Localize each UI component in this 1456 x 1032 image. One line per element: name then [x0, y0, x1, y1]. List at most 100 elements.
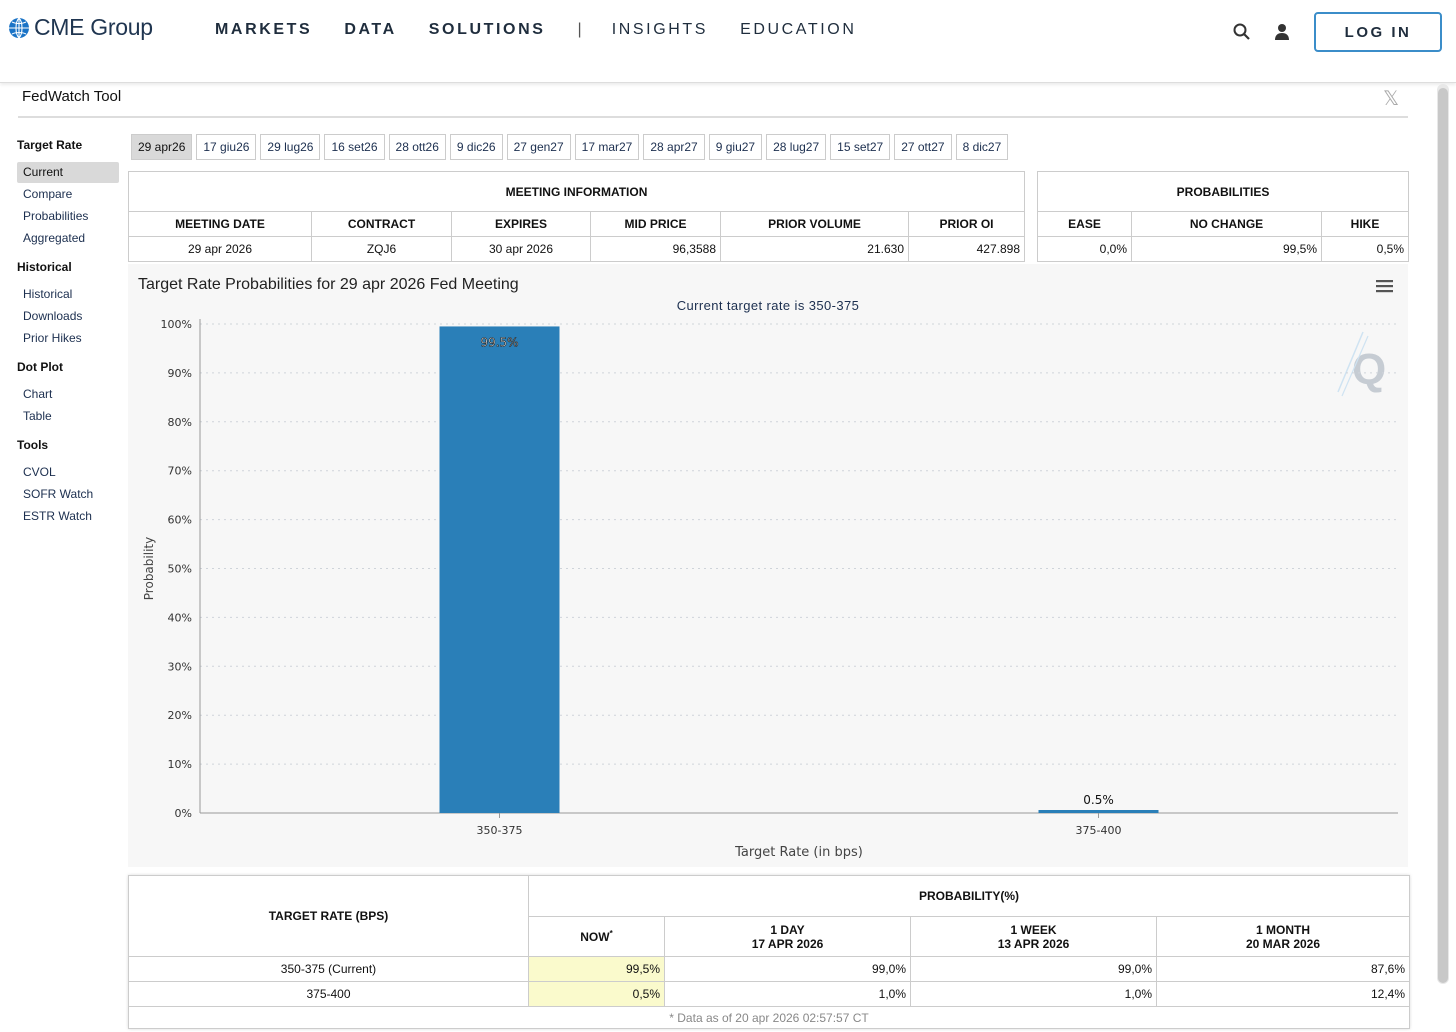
- sidebar-heading-tools: Tools: [17, 438, 49, 452]
- tab-meeting-date[interactable]: 17 giu26: [196, 134, 257, 160]
- col-1-week: 1 WEEK 13 APR 2026: [910, 916, 1157, 957]
- now-cell: 0,5%: [528, 981, 665, 1007]
- table-row: 375-400 0,5% 1,0% 1,0% 12,4%: [128, 981, 1410, 1007]
- tab-meeting-date[interactable]: 17 mar27: [574, 134, 640, 160]
- x-tick-label: 350-375: [477, 824, 523, 837]
- target-rate-chart: Target Rate Probabilities for 29 apr 202…: [128, 264, 1408, 867]
- hamburger-menu-icon[interactable]: [1376, 278, 1394, 294]
- sidebar-item-downloads[interactable]: Downloads: [23, 309, 83, 323]
- y-tick-label: 40%: [168, 611, 192, 624]
- quikstrike-watermark-icon: Q: [1337, 331, 1386, 397]
- sidebar-item-estr-watch[interactable]: ESTR Watch: [23, 509, 92, 523]
- cme-logo[interactable]: CME Group: [8, 14, 153, 41]
- page-title: FedWatch Tool: [22, 88, 122, 105]
- login-button[interactable]: LOG IN: [1314, 12, 1442, 52]
- header-icons: [1232, 22, 1292, 42]
- nav-data[interactable]: DATA: [344, 21, 397, 38]
- col-no-change: NO CHANGE: [1131, 211, 1322, 237]
- meeting-date-tabs: 29 apr26 17 giu26 29 lug26 16 set26 28 o…: [131, 134, 1009, 160]
- target-rate-probability-table: TARGET RATE (BPS) PROBABILITY(%) NOW* 1 …: [128, 875, 1410, 1029]
- y-tick-label: 0%: [175, 807, 192, 820]
- nav-markets[interactable]: MARKETS: [215, 21, 313, 38]
- table-row: 350-375 (Current) 99,5% 99,0% 99,0% 87,6…: [128, 956, 1410, 982]
- col-expires: EXPIRES: [451, 211, 591, 237]
- one-day-cell: 99,0%: [664, 956, 911, 982]
- meeting-date-value: 29 apr 2026: [128, 236, 312, 262]
- nav-solutions[interactable]: SOLUTIONS: [428, 21, 546, 38]
- col-meeting-date: MEETING DATE: [128, 211, 312, 237]
- tab-meeting-date[interactable]: 8 dic27: [955, 134, 1009, 160]
- tab-meeting-date[interactable]: 9 dic26: [449, 134, 503, 160]
- sidebar-item-chart[interactable]: Chart: [23, 387, 53, 401]
- hike-value: 0,5%: [1321, 236, 1409, 262]
- prior-oi-value: 427.898: [908, 236, 1025, 262]
- nav-education[interactable]: EDUCATION: [740, 21, 857, 38]
- col-hike: HIKE: [1321, 211, 1409, 237]
- y-tick-label: 20%: [168, 709, 192, 722]
- col-1-day: 1 DAY 17 APR 2026: [664, 916, 911, 957]
- sidebar-item-probabilities[interactable]: Probabilities: [23, 209, 89, 223]
- sidebar-item-table[interactable]: Table: [23, 409, 52, 423]
- tab-meeting-date[interactable]: 29 apr26: [131, 134, 193, 160]
- sidebar-item-sofr-watch[interactable]: SOFR Watch: [23, 487, 94, 501]
- col-ease: EASE: [1037, 211, 1132, 237]
- prior-volume-value: 21.630: [720, 236, 909, 262]
- svg-text:Q: Q: [1352, 345, 1386, 394]
- contract-value: ZQJ6: [311, 236, 452, 262]
- nav-separator: |: [577, 21, 582, 38]
- sidebar-item-compare[interactable]: Compare: [23, 187, 73, 201]
- data-timestamp-footnote: * Data as of 20 apr 2026 02:57:57 CT: [128, 1006, 1410, 1029]
- col-prior-volume: PRIOR VOLUME: [720, 211, 909, 237]
- probabilities-caption: PROBABILITIES: [1037, 171, 1409, 212]
- tab-meeting-date[interactable]: 29 lug26: [260, 134, 321, 160]
- x-logo-icon[interactable]: 𝕏: [1383, 88, 1400, 110]
- one-week-cell: 99,0%: [910, 956, 1157, 982]
- col-now-label: NOW: [580, 930, 610, 944]
- x-axis-title: Target Rate (in bps): [734, 845, 863, 860]
- sidebar-heading-dot-plot: Dot Plot: [17, 360, 63, 374]
- tab-meeting-date[interactable]: 28 ott26: [388, 134, 446, 160]
- sidebar-item-current[interactable]: Current: [17, 162, 119, 183]
- data-label: 99.5%: [480, 335, 518, 349]
- col-1-month: 1 MONTH 20 MAR 2026: [1156, 916, 1410, 957]
- col-1-day-label: 1 DAY: [770, 922, 805, 937]
- col-prior-oi: PRIOR OI: [908, 211, 1025, 237]
- col-1-month-date: 20 MAR 2026: [1245, 936, 1321, 951]
- tab-meeting-date[interactable]: 28 apr27: [643, 134, 705, 160]
- col-1-month-label: 1 MONTH: [1256, 922, 1310, 937]
- bar-375-400[interactable]: [1038, 810, 1159, 813]
- sidebar-item-aggregated[interactable]: Aggregated: [23, 231, 86, 245]
- now-cell: 99,5%: [528, 956, 665, 982]
- expires-value: 30 apr 2026: [451, 236, 591, 262]
- y-tick-label: 90%: [168, 367, 192, 380]
- sidebar-item-historical[interactable]: Historical: [23, 287, 73, 301]
- logo-text: CME Group: [34, 14, 153, 40]
- probabilities-table: PROBABILITIES EASE NO CHANGE HIKE 0,0% 9…: [1037, 171, 1409, 262]
- top-navigation: CME Group MARKETS DATA SOLUTIONS | INSIG…: [0, 0, 1456, 83]
- mid-price-value: 96,3588: [590, 236, 721, 262]
- one-day-cell: 1,0%: [664, 981, 911, 1007]
- tab-meeting-date[interactable]: 27 ott27: [894, 134, 952, 160]
- ease-value: 0,0%: [1037, 236, 1132, 262]
- tab-meeting-date[interactable]: 28 lug27: [766, 134, 827, 160]
- probability-group-header: PROBABILITY(%): [528, 875, 1410, 917]
- nav-insights[interactable]: INSIGHTS: [611, 21, 709, 38]
- tab-meeting-date[interactable]: 27 gen27: [506, 134, 571, 160]
- tab-meeting-date[interactable]: 15 set27: [830, 134, 891, 160]
- page-scrollbar-thumb[interactable]: [1438, 88, 1448, 983]
- search-icon[interactable]: [1232, 22, 1252, 42]
- data-label: 0.5%: [1083, 793, 1114, 807]
- y-tick-label: 100%: [161, 318, 192, 331]
- col-mid-price: MID PRICE: [590, 211, 721, 237]
- user-icon[interactable]: [1272, 22, 1292, 42]
- sidebar-item-cvol[interactable]: CVOL: [23, 465, 56, 479]
- sidebar-heading-target-rate: Target Rate: [17, 138, 83, 152]
- y-tick-label: 50%: [168, 563, 192, 576]
- sidebar-item-prior-hikes[interactable]: Prior Hikes: [23, 331, 82, 345]
- col-now-footnote-mark: *: [609, 929, 613, 938]
- bar-350-375[interactable]: [439, 326, 560, 813]
- tab-meeting-date[interactable]: 16 set26: [324, 134, 385, 160]
- chart-title: Target Rate Probabilities for 29 apr 202…: [138, 276, 519, 293]
- sidebar-heading-historical: Historical: [17, 260, 72, 274]
- tab-meeting-date[interactable]: 9 giu27: [708, 134, 763, 160]
